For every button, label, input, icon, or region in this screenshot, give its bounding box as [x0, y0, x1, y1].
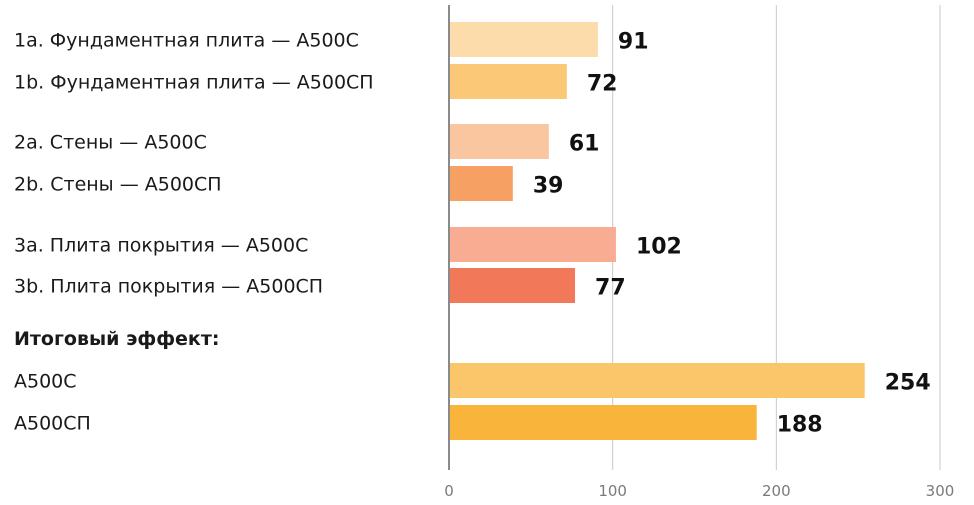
- value-label: 102: [636, 235, 682, 260]
- x-tick-label: 300: [926, 482, 955, 500]
- value-label: 39: [533, 174, 564, 199]
- value-label: 61: [569, 132, 600, 157]
- x-axis-ticks: 0 100 200 300: [444, 482, 954, 500]
- x-tick-label: 0: [444, 482, 454, 500]
- bar: [450, 124, 549, 159]
- category-labels: 1a. Фундаментная плита — А500С 1b. Фундам…: [14, 30, 374, 435]
- bar: [450, 268, 576, 303]
- category-label: 3b. Плита покрытия — А500СП: [14, 276, 323, 298]
- bar: [450, 166, 513, 201]
- category-label: А500С: [14, 371, 77, 393]
- bar: [450, 64, 567, 99]
- category-label: 2a. Стены — А500С: [14, 132, 207, 154]
- value-label: 254: [885, 371, 931, 396]
- category-label: 3a. Плита покрытия — А500С: [14, 235, 308, 257]
- category-label: 2b. Стены — А500СП: [14, 174, 222, 196]
- category-label: 1a. Фундаментная плита — А500С: [14, 30, 359, 52]
- bar: [450, 363, 865, 398]
- bar: [450, 227, 616, 262]
- bar: [450, 22, 598, 57]
- value-label: 72: [587, 72, 618, 97]
- bars: [450, 22, 865, 440]
- x-tick-label: 200: [762, 482, 791, 500]
- bar: [450, 405, 757, 440]
- category-label: А500СП: [14, 413, 91, 435]
- total-effect-heading: Итоговый эффект:: [14, 328, 219, 350]
- value-label: 188: [777, 413, 823, 438]
- x-tick-label: 100: [598, 482, 627, 500]
- category-label: 1b. Фундаментная плита — А500СП: [14, 72, 374, 94]
- value-label: 91: [618, 30, 649, 55]
- value-label: 77: [595, 276, 626, 301]
